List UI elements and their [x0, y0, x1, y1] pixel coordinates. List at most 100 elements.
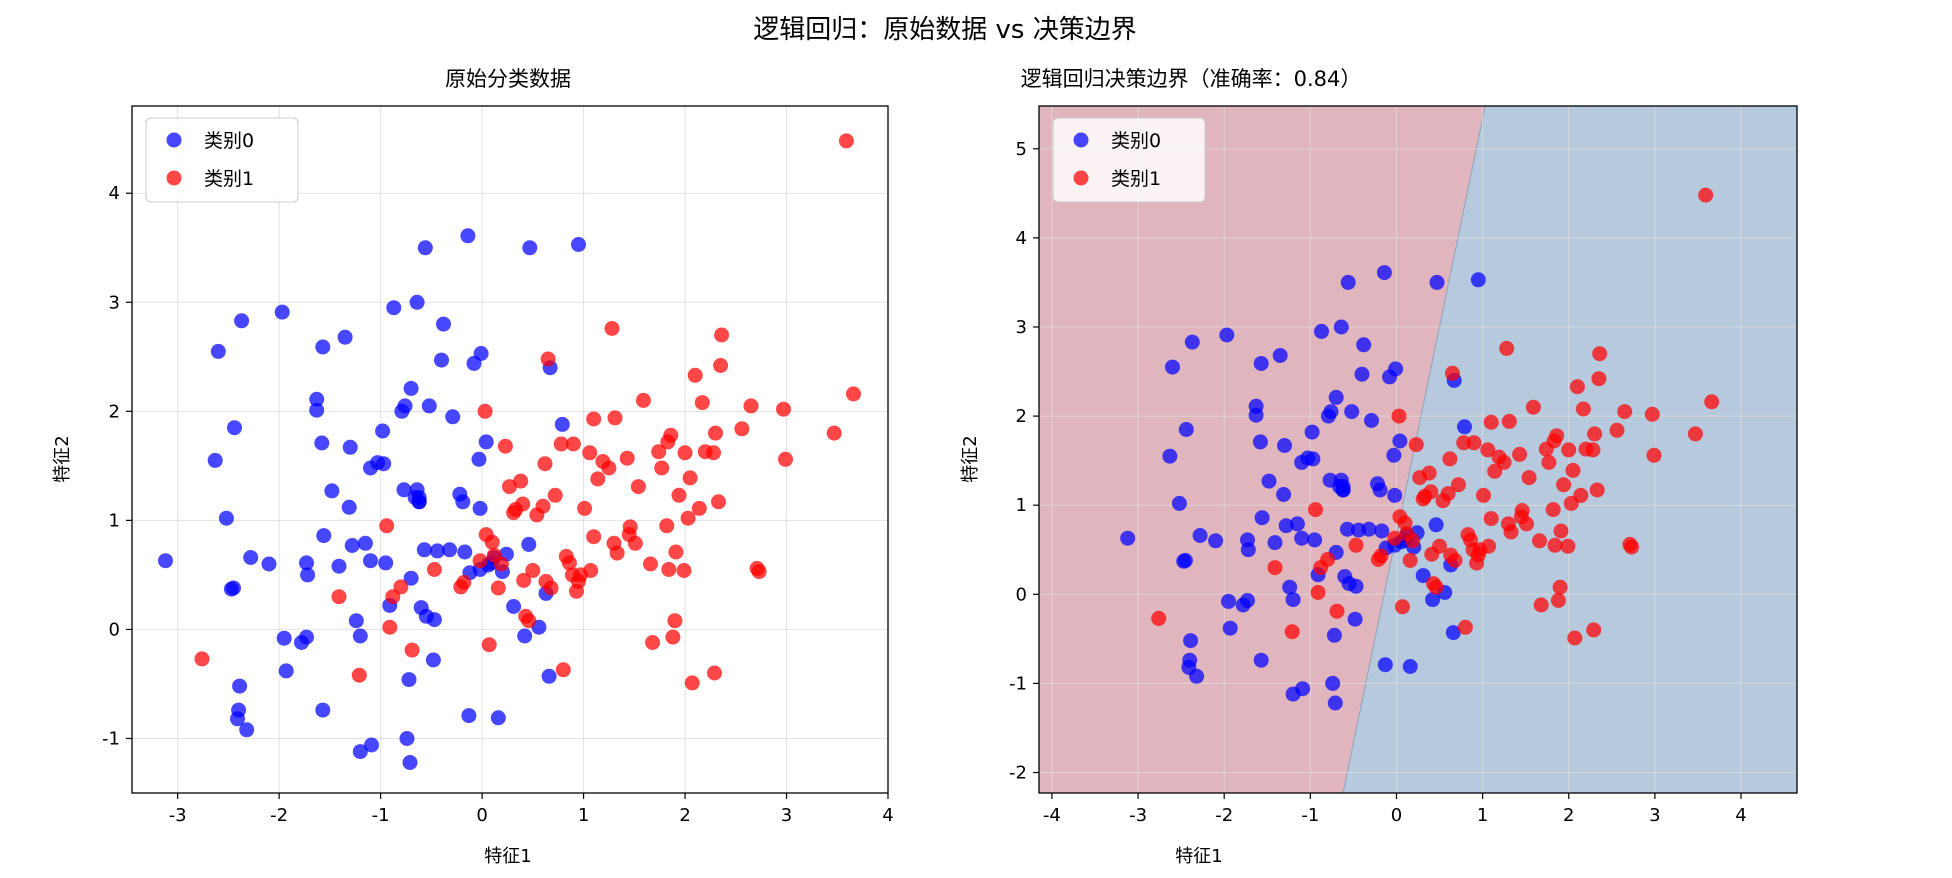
point-class1	[1445, 365, 1460, 381]
point-class0	[1344, 404, 1360, 420]
point-class0	[218, 510, 234, 526]
point-class0	[386, 300, 402, 316]
point-class0	[401, 672, 417, 688]
point-class1	[1532, 533, 1547, 549]
point-class1	[1487, 463, 1503, 479]
point-class1	[583, 563, 599, 578]
y-tick-label: 4	[109, 183, 120, 204]
point-class1	[1592, 346, 1608, 362]
point-class1	[1533, 597, 1549, 613]
point-class0	[1189, 668, 1205, 684]
point-class1	[1556, 477, 1572, 493]
point-class1	[331, 589, 347, 605]
point-class1	[1565, 462, 1581, 478]
point-class0	[1332, 479, 1348, 494]
point-class1	[706, 445, 721, 461]
point-class1	[1569, 379, 1585, 395]
x-tick-label: 1	[1477, 805, 1488, 826]
point-class1	[577, 500, 593, 516]
point-class1	[1546, 433, 1562, 449]
x-tick-label: -2	[270, 805, 288, 826]
point-class1	[1421, 465, 1437, 481]
point-class1	[1267, 560, 1283, 576]
legend-marker-class0	[166, 132, 182, 148]
point-class1	[838, 133, 854, 149]
point-class1	[1553, 523, 1569, 539]
legend-box	[1052, 117, 1206, 203]
point-class1	[1320, 552, 1336, 567]
point-class1	[1308, 502, 1323, 518]
y-axis-label: 特征2	[960, 435, 981, 482]
point-class0	[409, 294, 425, 310]
point-class1	[607, 410, 623, 426]
point-class1	[659, 518, 675, 534]
point-class1	[1587, 426, 1603, 442]
point-class1	[456, 575, 472, 590]
point-class1	[708, 425, 723, 441]
x-tick-label: 4	[1735, 805, 1746, 826]
point-class1	[404, 642, 420, 658]
point-class1	[684, 675, 700, 691]
point-class1	[543, 580, 559, 596]
point-class0	[1177, 552, 1193, 568]
point-class0	[1184, 334, 1200, 350]
x-tick-label: 0	[1391, 805, 1402, 826]
point-class0	[1356, 337, 1372, 353]
point-class1	[1432, 538, 1447, 554]
point-class1	[1428, 579, 1444, 595]
point-class0	[1387, 487, 1403, 503]
point-class0	[399, 731, 415, 746]
point-class1	[665, 629, 681, 645]
point-class0	[1278, 518, 1294, 534]
point-class0	[436, 316, 451, 332]
y-tick-label: -2	[1009, 763, 1027, 784]
point-class1	[1466, 435, 1482, 451]
point-class1	[1550, 593, 1566, 608]
point-class0	[1240, 593, 1255, 608]
point-class1	[654, 460, 670, 476]
point-class0	[1377, 657, 1393, 673]
x-tick-label: 0	[476, 805, 487, 826]
point-class1	[1644, 406, 1660, 422]
point-class1	[1552, 579, 1568, 595]
point-class1	[778, 451, 793, 467]
y-tick-label: 1	[109, 510, 120, 531]
point-class0	[1272, 348, 1288, 363]
point-class1	[671, 487, 687, 503]
point-class0	[315, 702, 331, 718]
point-class1	[1387, 530, 1403, 546]
point-class0	[460, 228, 476, 244]
y-tick-label: 3	[1016, 317, 1027, 338]
scatter-panel-raw-data: 原始分类数据 特征1 特征2 -3 -2 -1 0 1 2 3 4 -1 0 1 2 3 4 类别0 类别1	[52, 67, 894, 867]
point-class0	[331, 558, 347, 574]
point-class0	[1171, 495, 1187, 511]
point-class1	[1624, 539, 1640, 555]
point-class1	[676, 563, 692, 578]
point-class0	[314, 435, 330, 451]
point-class0	[1120, 530, 1136, 546]
point-class1	[477, 403, 493, 419]
point-class1	[493, 556, 509, 572]
point-class0	[315, 339, 331, 355]
point-class1	[1698, 187, 1714, 203]
point-class1	[590, 471, 606, 487]
point-class1	[1402, 552, 1418, 568]
point-class0	[429, 543, 445, 559]
y-tick-label: 0	[109, 619, 120, 640]
point-class1	[668, 544, 684, 560]
point-class0	[207, 452, 223, 468]
point-class0	[521, 536, 537, 552]
point-class1	[1503, 524, 1519, 540]
point-class1	[651, 444, 667, 460]
point-class1	[1483, 511, 1499, 527]
point-class0	[375, 423, 391, 439]
point-class0	[230, 711, 245, 727]
point-class1	[1457, 619, 1473, 635]
point-class0	[506, 599, 522, 614]
point-class0	[337, 329, 353, 345]
point-class0	[1183, 633, 1199, 649]
point-class1	[1151, 610, 1167, 626]
x-tick-label: -1	[372, 805, 390, 826]
point-class1	[743, 398, 759, 414]
point-class1	[484, 534, 500, 550]
